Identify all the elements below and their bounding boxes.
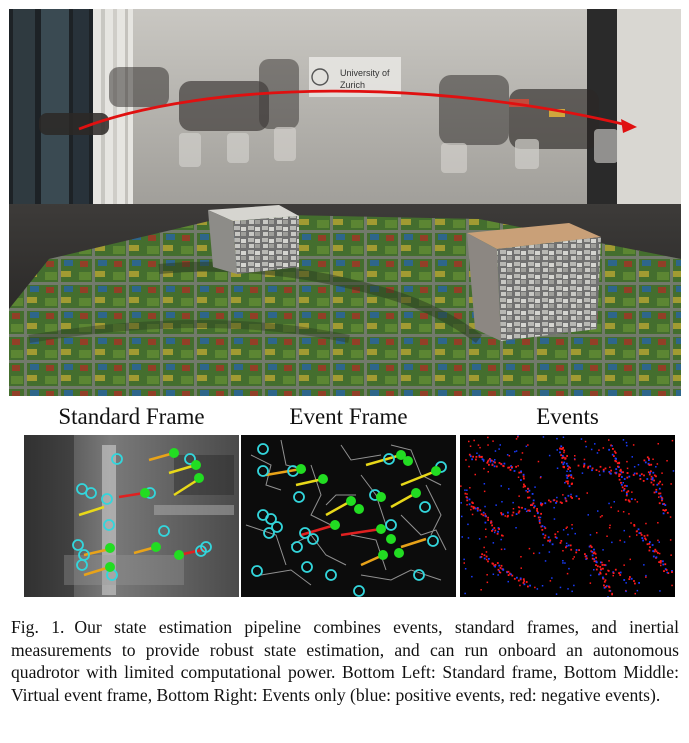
logo-text-line2: Zurich [340, 80, 365, 90]
events-panel [460, 435, 675, 597]
figure-caption: Fig. 1. Our state estimation pipeline com… [11, 616, 679, 707]
event-points [460, 435, 675, 597]
figure-label: Fig. 1. [11, 617, 65, 637]
panel-title-events: Events [536, 404, 599, 429]
quadrotor-motion-blur [39, 59, 618, 173]
logo-text-line1: University of [340, 68, 390, 78]
trajectory-arrow [78, 89, 632, 131]
caption-text: Our state estimation pipeline combines e… [11, 617, 679, 706]
lab-photo: University of Zurich [9, 9, 681, 396]
panel-title-event-frame: Event Frame [289, 404, 408, 429]
panel-title-standard-frame: Standard Frame [58, 404, 205, 429]
standard-frame-panel [24, 435, 239, 597]
lab-scene: University of Zurich [9, 9, 681, 396]
event-frame-panel [241, 435, 456, 597]
